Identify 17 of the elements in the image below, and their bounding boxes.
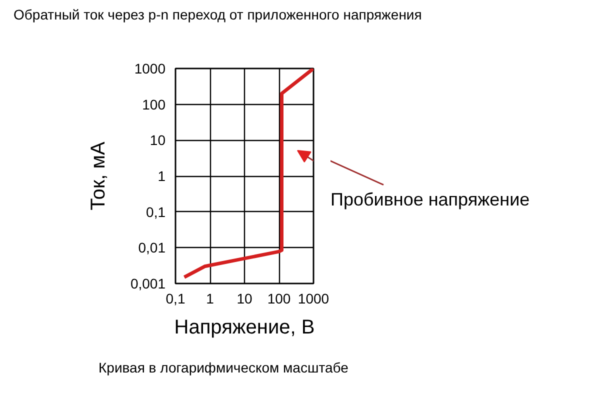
y-tick-label: 0,1 <box>146 204 166 220</box>
y-tick-label: 0,001 <box>130 276 166 292</box>
x-axis-title: Напряжение, В <box>174 316 315 338</box>
text: Кривая в логарифмическом масштабе <box>98 360 349 376</box>
y-tick-label: 1 <box>158 168 166 184</box>
y-tick-label: 0,01 <box>138 240 166 256</box>
text: Пробивное напряжение <box>330 189 530 210</box>
y-tick-label: 1000 <box>134 60 166 76</box>
chart-title: Обратный ток через p-n переход от приложенного напряжения <box>14 6 422 22</box>
y-tick-label: 100 <box>142 96 166 112</box>
x-tick-label: 10 <box>236 290 252 306</box>
x-tick-label: 0,1 <box>166 290 186 306</box>
x-tick-label: 100 <box>267 290 291 306</box>
x-tick-label: 1 <box>206 290 214 306</box>
y-axis-title: Ток, мА <box>87 140 110 210</box>
x-tick-label: 1000 <box>298 290 330 306</box>
y-tick-label: 10 <box>150 132 166 148</box>
